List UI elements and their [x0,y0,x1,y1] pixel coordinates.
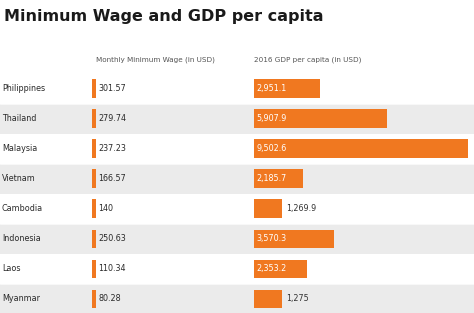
Bar [254,139,468,158]
Text: Laos: Laos [2,264,20,273]
Bar [254,229,334,248]
Text: 9,502.6: 9,502.6 [256,144,287,153]
Bar [92,199,96,218]
Bar [254,79,320,98]
Bar [254,169,303,188]
Text: 2,185.7: 2,185.7 [256,174,287,183]
Bar [92,109,96,128]
Bar [92,79,96,98]
Text: 1,275: 1,275 [286,295,309,303]
Text: 166.57: 166.57 [99,174,127,183]
Text: Indonesia: Indonesia [2,234,41,243]
Bar [92,259,96,278]
Text: 3,570.3: 3,570.3 [256,234,287,243]
Bar [92,169,96,188]
Text: Philippines: Philippines [2,84,45,93]
Bar [0,164,474,194]
Text: 2,353.2: 2,353.2 [256,264,287,273]
Bar [0,134,474,164]
Bar [92,290,96,308]
Text: 250.63: 250.63 [99,234,127,243]
Text: 110.34: 110.34 [99,264,126,273]
Bar [254,109,387,128]
Text: 140: 140 [99,204,114,213]
Bar [0,254,474,284]
Text: Myanmar: Myanmar [2,295,40,303]
Text: Minimum Wage and GDP per capita: Minimum Wage and GDP per capita [4,9,323,24]
Bar [0,194,474,224]
Text: Monthly Minimum Wage (in USD): Monthly Minimum Wage (in USD) [96,56,215,63]
Text: 2016 GDP per capita (in USD): 2016 GDP per capita (in USD) [254,56,361,63]
Bar [254,259,307,278]
Text: 5,907.9: 5,907.9 [256,114,287,123]
Bar [0,74,474,104]
Bar [254,199,282,218]
Text: 237.23: 237.23 [99,144,127,153]
Bar [254,290,283,308]
Bar [0,104,474,134]
Bar [92,229,96,248]
Text: Malaysia: Malaysia [2,144,37,153]
Text: 80.28: 80.28 [99,295,121,303]
Text: 1,269.9: 1,269.9 [286,204,316,213]
Text: Cambodia: Cambodia [2,204,43,213]
Text: 2,951.1: 2,951.1 [256,84,287,93]
Bar [92,139,96,158]
Text: Thailand: Thailand [2,114,36,123]
Text: 279.74: 279.74 [99,114,127,123]
Bar [0,284,474,313]
Text: 301.57: 301.57 [99,84,127,93]
Bar [0,224,474,254]
Text: Vietnam: Vietnam [2,174,36,183]
Bar [0,0,474,55]
